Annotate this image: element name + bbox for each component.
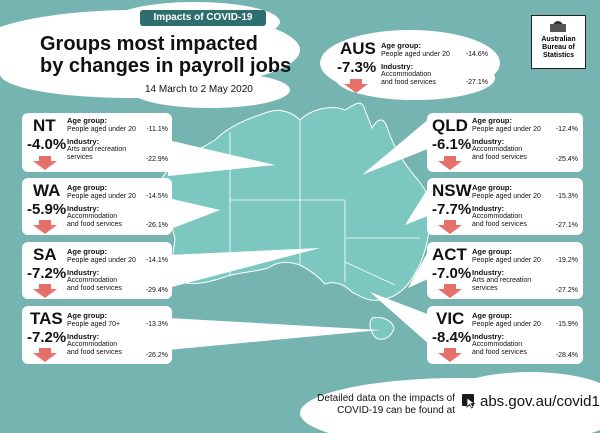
footer-text-line2: COVID-19 can be found at [337, 405, 455, 416]
vic-arrow-icon [444, 348, 456, 353]
wa-arrow-icon [39, 220, 51, 225]
abs-logo: Australian Bureau of Statistics [531, 15, 586, 69]
pointer-sa [168, 248, 320, 288]
act-arrow-icon [444, 284, 456, 289]
aus-arrow-head [344, 84, 368, 93]
pointer-nt [168, 140, 275, 176]
mainland-outline [159, 102, 433, 301]
aus-change: -7.3% [337, 59, 377, 76]
pointer-nsw [405, 185, 430, 225]
page-title-line2: by changes in payroll jobs [40, 55, 292, 77]
pointer-wa [168, 198, 220, 230]
aus-code: AUS [340, 39, 376, 58]
page-title-line1: Groups most impacted [40, 33, 258, 55]
pointer-tas [168, 318, 380, 350]
tasmania-outline [369, 317, 395, 340]
tas-arrow-icon [39, 348, 51, 353]
nt-arrow-icon [39, 156, 51, 161]
topic-label [140, 10, 266, 26]
pointer-qld [362, 118, 430, 175]
footer-text-line1: Detailed data on the impacts of [317, 393, 455, 404]
sa-arrow-icon [39, 284, 51, 289]
pointer-act [408, 248, 430, 288]
website-link[interactable]: abs.gov.au/covid19 [480, 393, 600, 410]
coat-of-arms-icon [550, 21, 566, 32]
topic-label-text: Impacts of COVID-19 [153, 12, 253, 23]
cursor-click-icon [461, 393, 477, 409]
qld-arrow-icon [444, 156, 456, 161]
aus-arrow-icon [350, 79, 362, 84]
nsw-arrow-icon [444, 220, 456, 225]
pointer-vic [370, 292, 430, 345]
date-range: 14 March to 2 May 2020 [145, 84, 253, 95]
